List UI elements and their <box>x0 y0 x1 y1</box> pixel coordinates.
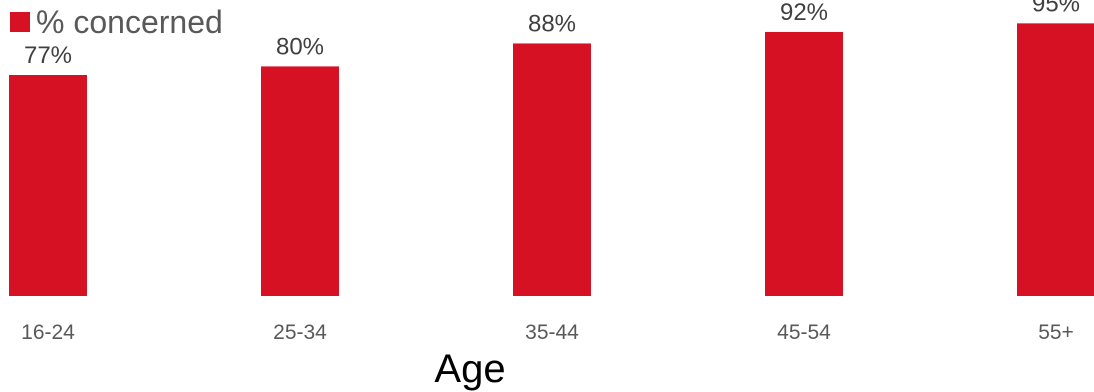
bar-25-34 <box>261 66 339 297</box>
bar-35-44 <box>513 43 591 296</box>
bars-group <box>9 23 1094 297</box>
legend-label: % concerned <box>36 4 223 40</box>
bar-value-label: 80% <box>276 33 324 60</box>
x-tick-label: 55+ <box>1038 321 1074 344</box>
x-tick-label: 45-54 <box>777 321 831 344</box>
x-tick-labels-group: 16-24 25-34 35-44 45-54 55+ <box>21 321 1074 344</box>
bar-16-24 <box>9 75 87 296</box>
bar-value-label: 88% <box>528 10 576 37</box>
bar-45-54 <box>765 31 843 297</box>
bar-labels-group: 77% 80% 88% 92% 95% <box>24 0 1080 69</box>
legend: % concerned <box>10 2 223 42</box>
x-tick-label: 35-44 <box>525 321 579 344</box>
bar-value-label: 77% <box>24 42 72 69</box>
x-tick-label: 25-34 <box>273 321 327 344</box>
x-tick-label: 16-24 <box>21 321 75 344</box>
legend-swatch <box>10 12 30 32</box>
bar-value-label: 92% <box>780 0 828 26</box>
bar-value-label: 95% <box>1032 0 1080 17</box>
bar-55+ <box>1017 23 1094 296</box>
x-axis-title: Age <box>434 347 505 391</box>
